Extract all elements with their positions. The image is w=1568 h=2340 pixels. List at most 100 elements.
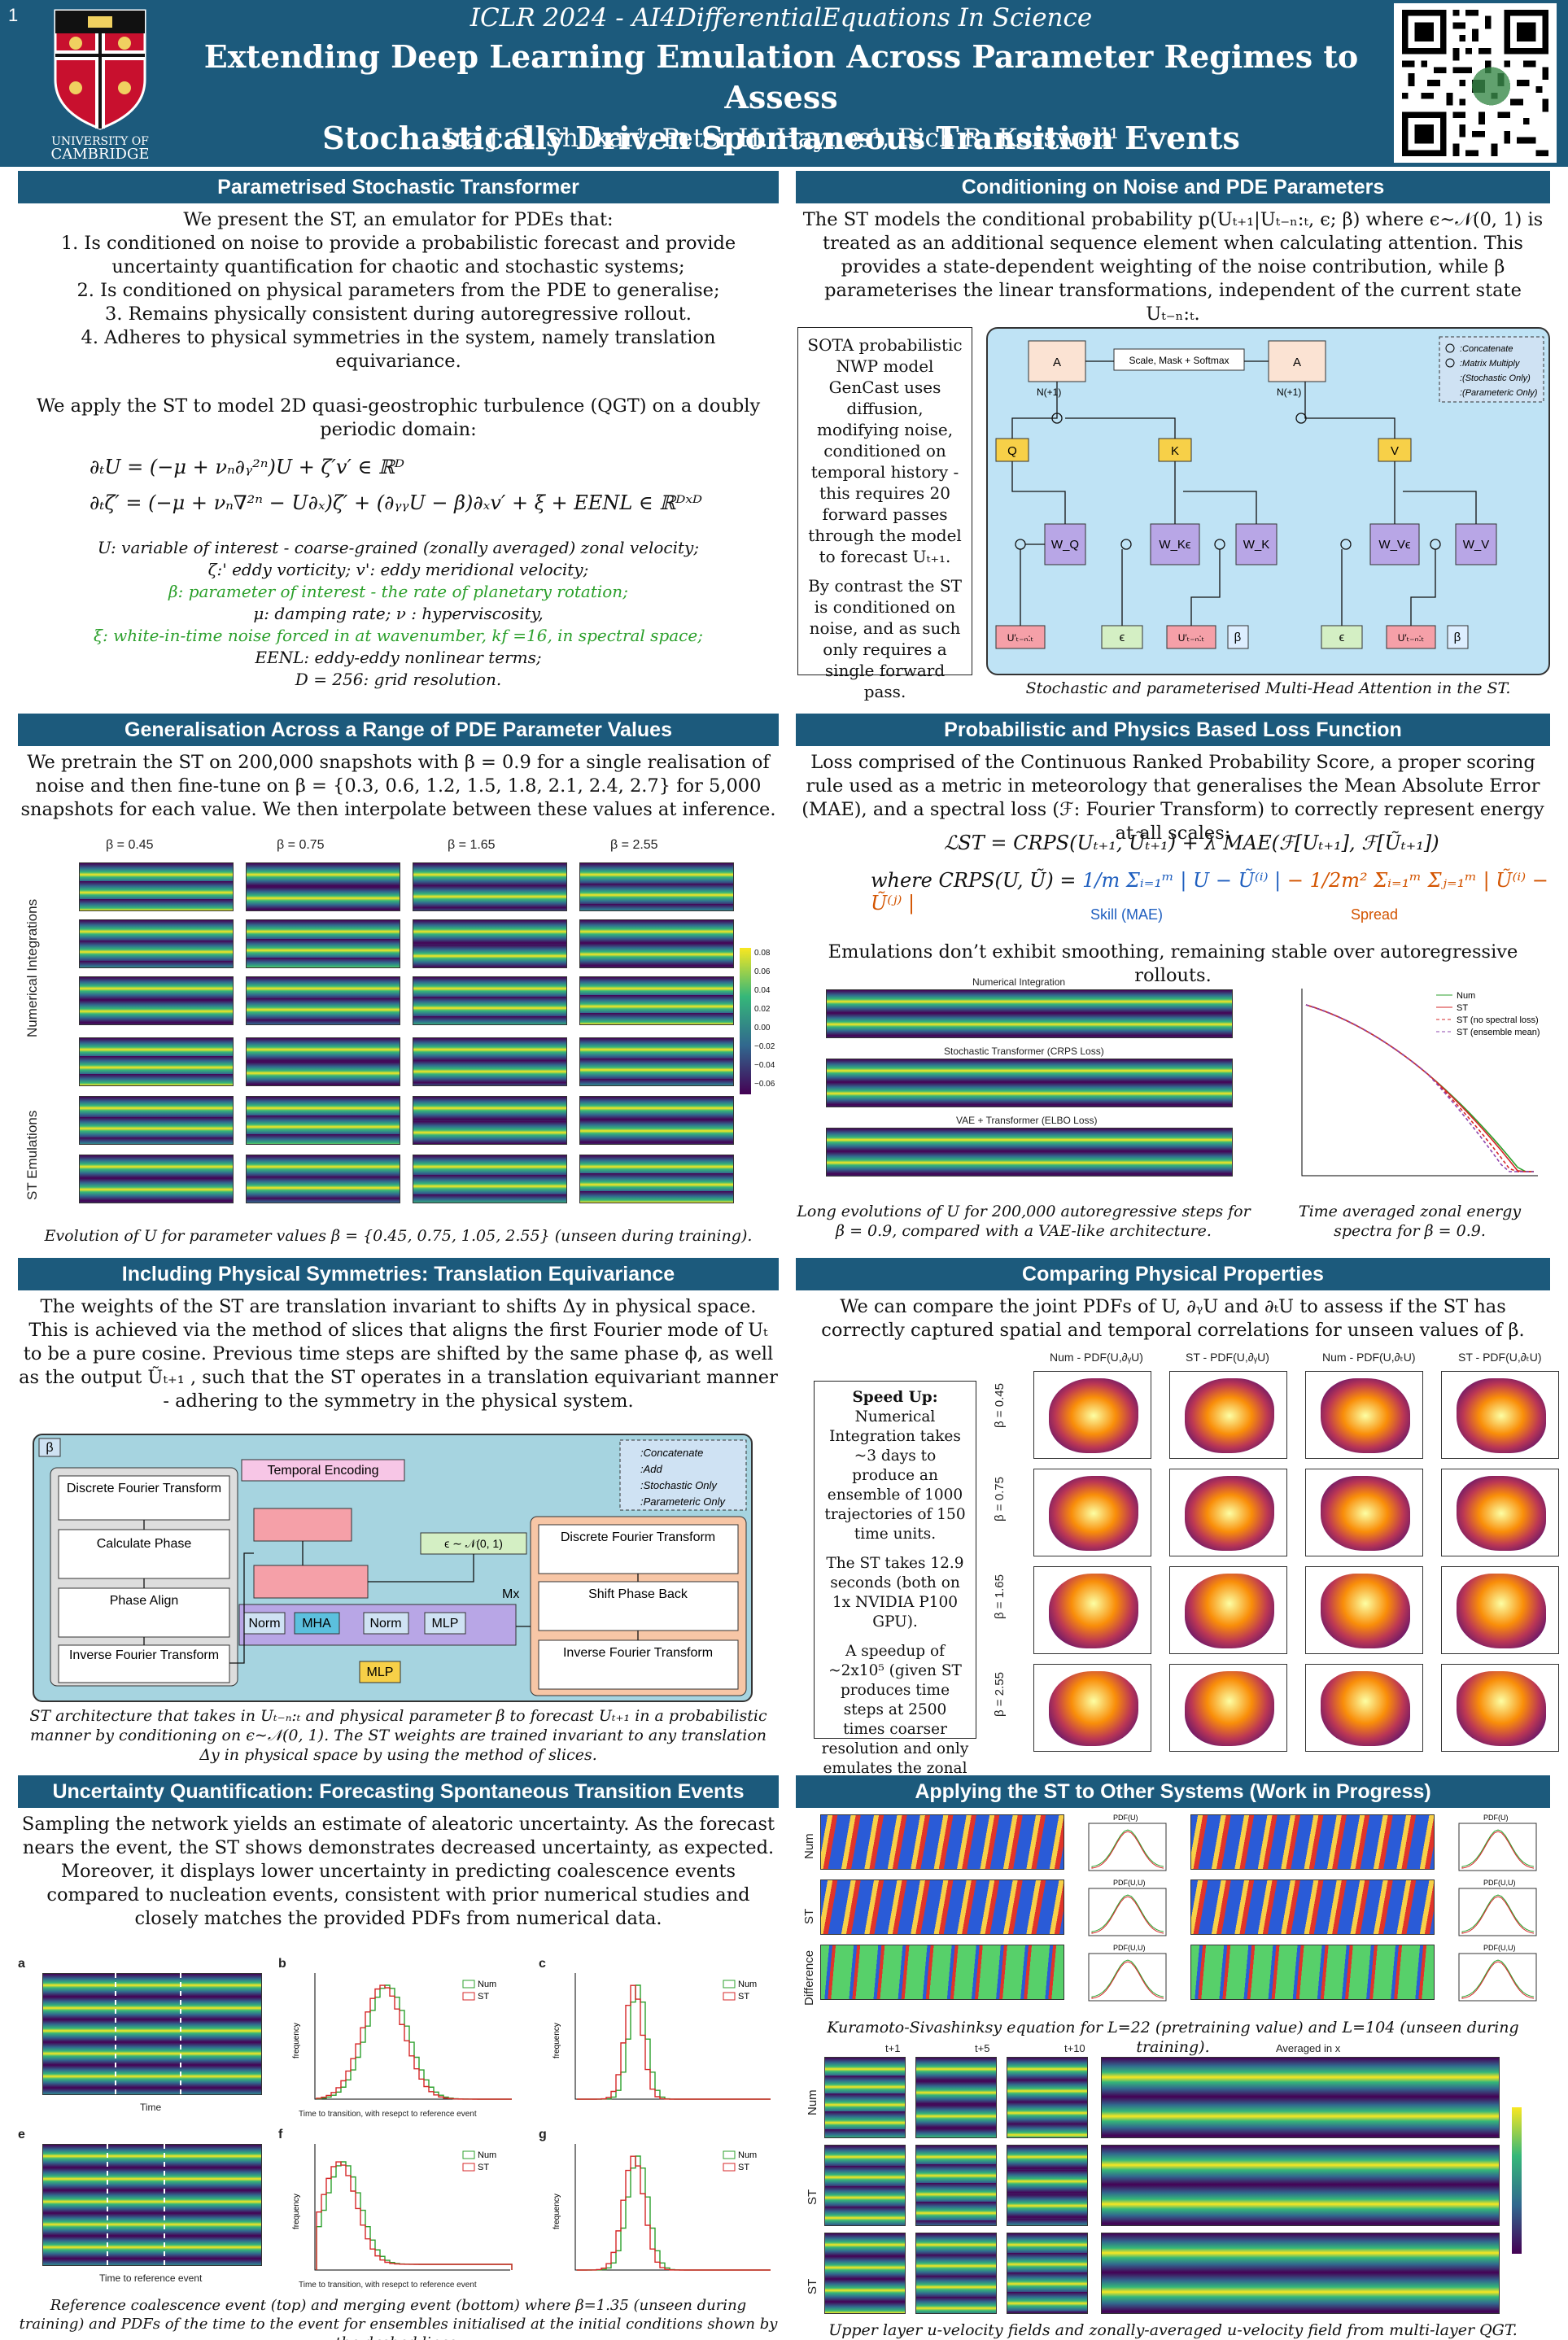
svg-text:W_Kϵ: W_Kϵ: [1159, 538, 1191, 552]
svg-text::Add: :Add: [640, 1463, 663, 1475]
hist-legend-item: Num: [738, 2150, 757, 2160]
st-field-panel: [579, 1155, 734, 1203]
svg-text:W_K: W_K: [1243, 538, 1270, 552]
loss-text: Loss comprised of the Continuous Ranked …: [801, 752, 1544, 844]
zonal-average-panel: [1101, 2233, 1500, 2314]
st-field-panel: [246, 1096, 400, 1145]
skill-label: Skill (MAE): [1090, 906, 1163, 923]
numerical-field-panel: [413, 976, 567, 1025]
joint-pdf-panel: [1033, 1664, 1151, 1752]
svg-text:Norm: Norm: [369, 1617, 401, 1631]
footnote-mark: 1: [8, 5, 19, 25]
histogram-num: [316, 1984, 512, 2100]
uncertainty-figure: a b c e f g Time Time to reference event…: [18, 1949, 779, 2290]
svg-text:A: A: [1293, 356, 1301, 369]
multilayer-qgt-figure: t+1 t+5 t+10 Averaged in x Num ST ST: [796, 2042, 1550, 2319]
svg-text:PDF(U,U): PDF(U,U): [1483, 1879, 1516, 1887]
hist-legend-item: Num: [478, 2150, 496, 2160]
svg-text:β: β: [46, 1441, 53, 1455]
svg-text:W_V: W_V: [1463, 538, 1490, 552]
mlqgt-field-panel: [915, 2233, 997, 2314]
svg-text:K: K: [1171, 444, 1179, 458]
numerical-field-panel: [79, 862, 234, 911]
spectra-plot: Num ST ST (no spectral loss) ST (ensemble m…: [1269, 980, 1546, 1200]
generalisation-text: We pretrain the ST on 200,000 snapshots …: [20, 752, 776, 820]
numerical-field-panel: [579, 862, 734, 911]
joint-pdf-panel: [1441, 1469, 1559, 1556]
histogram-num: [577, 2155, 771, 2271]
svg-text:UNIVERSITY OF: UNIVERSITY OF: [51, 135, 149, 148]
coalescence-panel: [42, 1973, 262, 2095]
joint-pdf-panel: [1441, 1664, 1559, 1752]
equivariance-text: The weights of the ST are translation in…: [19, 1296, 778, 1412]
svg-text::(Parameteric Only): :(Parameteric Only): [1460, 388, 1538, 398]
st-field-panel: [579, 1037, 734, 1086]
stability-text: Emulations don’t exhibit smoothing, rema…: [828, 941, 1518, 986]
svg-text:PDF(U): PDF(U): [1113, 1814, 1138, 1822]
joint-pdf-panel: [1169, 1566, 1287, 1654]
spectrum-line: [1305, 1004, 1534, 1172]
joint-pdf-panel: [1305, 1469, 1423, 1556]
svg-text:MHA: MHA: [302, 1617, 331, 1631]
qr-code[interactable]: [1394, 3, 1557, 163]
joint-pdf-panel: [1033, 1469, 1151, 1556]
svg-text:Inverse Fourier Transform: Inverse Fourier Transform: [563, 1646, 713, 1660]
zonal-average-panel: [1101, 2145, 1500, 2226]
mlqgt-caption: Upper layer u-velocity fields and zonall…: [828, 2321, 1518, 2339]
cambridge-logo: UNIVERSITY OF CAMBRIDGE: [39, 7, 161, 163]
section-header-st: Parametrised Stochastic Transformer: [18, 171, 779, 203]
svg-text:Temporal Encoding: Temporal Encoding: [268, 1464, 379, 1478]
histogram-st: [577, 2155, 771, 2271]
ks-pdfs-left: PDF(U) PDF(U,U) PDF(U,U): [1088, 1814, 1167, 2002]
mlqgt-field-panel: [1007, 2145, 1088, 2226]
hist-legend-swatch: [723, 2150, 736, 2159]
svg-text:U′ₜ₋ₙ:ₜ: U′ₜ₋ₙ:ₜ: [1178, 632, 1204, 644]
histogram-num: [577, 1984, 771, 2100]
st-intro: We present the ST, an emulator for PDEs …: [60, 209, 736, 372]
hist-ylabel: frequency: [553, 2194, 561, 2229]
svg-text:W_Q: W_Q: [1051, 538, 1079, 552]
st-field-panel: [79, 1037, 234, 1086]
svg-text:ϵ: ϵ: [1339, 631, 1345, 644]
hist-legend-swatch: [462, 2163, 475, 2172]
st-field-panel: [413, 1155, 567, 1203]
hist-legend-item: Num: [738, 1980, 757, 1989]
svg-text:N(+1): N(+1): [1037, 386, 1061, 398]
mlqgt-colorbar: [1512, 2107, 1522, 2254]
loss-equation: ℒST = CRPS(Uₜ₊₁, Ũₜ₊₁) + λ MAE(ℱ[Uₜ₊₁], …: [944, 832, 1439, 854]
svg-text::Matrix Multiply: :Matrix Multiply: [1460, 359, 1521, 369]
section-header-uncertainty: Uncertainty Quantification: Forecasting …: [18, 1775, 779, 1808]
svg-text:Shift Phase Back: Shift Phase Back: [588, 1587, 688, 1601]
spectra-caption: Time averaged zonal energy spectra for β…: [1298, 1203, 1522, 1240]
svg-text:U′ₜ₋ₙ:ₜ: U′ₜ₋ₙ:ₜ: [1007, 632, 1033, 644]
equation-1: ∂ₜU = (−μ + νₙ∂ᵧ²ⁿ)U + ζ′v′ ∈ ℝᴰ: [90, 456, 404, 478]
joint-pdf-panel: [1305, 1664, 1423, 1752]
numerical-field-panel: [246, 919, 400, 968]
crps-equation: where CRPS(U, Ũ) = 1/m Σᵢ₌₁ᵐ | U − Ũ⁽ⁱ⁾ …: [871, 869, 1548, 915]
joint-pdf-panel: [1169, 1469, 1287, 1556]
joint-pdf-panel: [1305, 1566, 1423, 1654]
equation-2: ∂ₜζ′ = (−μ + νₙ∇²ⁿ − U∂ₓ)ζ′ + (∂ᵧᵧU − β)…: [90, 491, 702, 514]
svg-text:W_Vϵ: W_Vϵ: [1378, 538, 1411, 552]
svg-text:CAMBRIDGE: CAMBRIDGE: [50, 146, 149, 161]
svg-text:Discrete Fourier Transform: Discrete Fourier Transform: [67, 1482, 221, 1495]
st-field-panel: [79, 1096, 234, 1145]
header-banner: UNIVERSITY OF CAMBRIDGE 1 ICLR 2024 - AI…: [0, 0, 1568, 167]
svg-text:Q: Q: [1007, 444, 1017, 458]
physical-text: We can compare the joint PDFs of U, ∂ᵧU …: [821, 1296, 1525, 1341]
hist-g: Num ST frequency: [553, 2144, 771, 2271]
histogram-st: [316, 2161, 513, 2270]
spectra-legend-item: ST (ensemble mean): [1457, 1028, 1540, 1037]
sota-box: SOTA probabilistic NWP model GenCast use…: [797, 327, 972, 701]
conditioning-text: The ST models the conditional probabilit…: [802, 209, 1544, 325]
joint-pdf-panel: [1441, 1371, 1559, 1459]
section-header-loss: Probabilistic and Physics Based Loss Fun…: [796, 714, 1550, 746]
zonal-average-panel: [1101, 2057, 1500, 2138]
st-field-panel: [413, 1096, 567, 1145]
hist-legend-item: Num: [478, 1980, 496, 1989]
mlqgt-field-panel: [1007, 2057, 1088, 2138]
svg-text::Concatenate: :Concatenate: [1460, 344, 1513, 354]
svg-text:MLP: MLP: [432, 1617, 459, 1631]
evolution-caption: Long evolutions of U for 200,000 autoreg…: [797, 1203, 1251, 1240]
svg-text:Inverse Fourier Transform: Inverse Fourier Transform: [69, 1648, 219, 1662]
